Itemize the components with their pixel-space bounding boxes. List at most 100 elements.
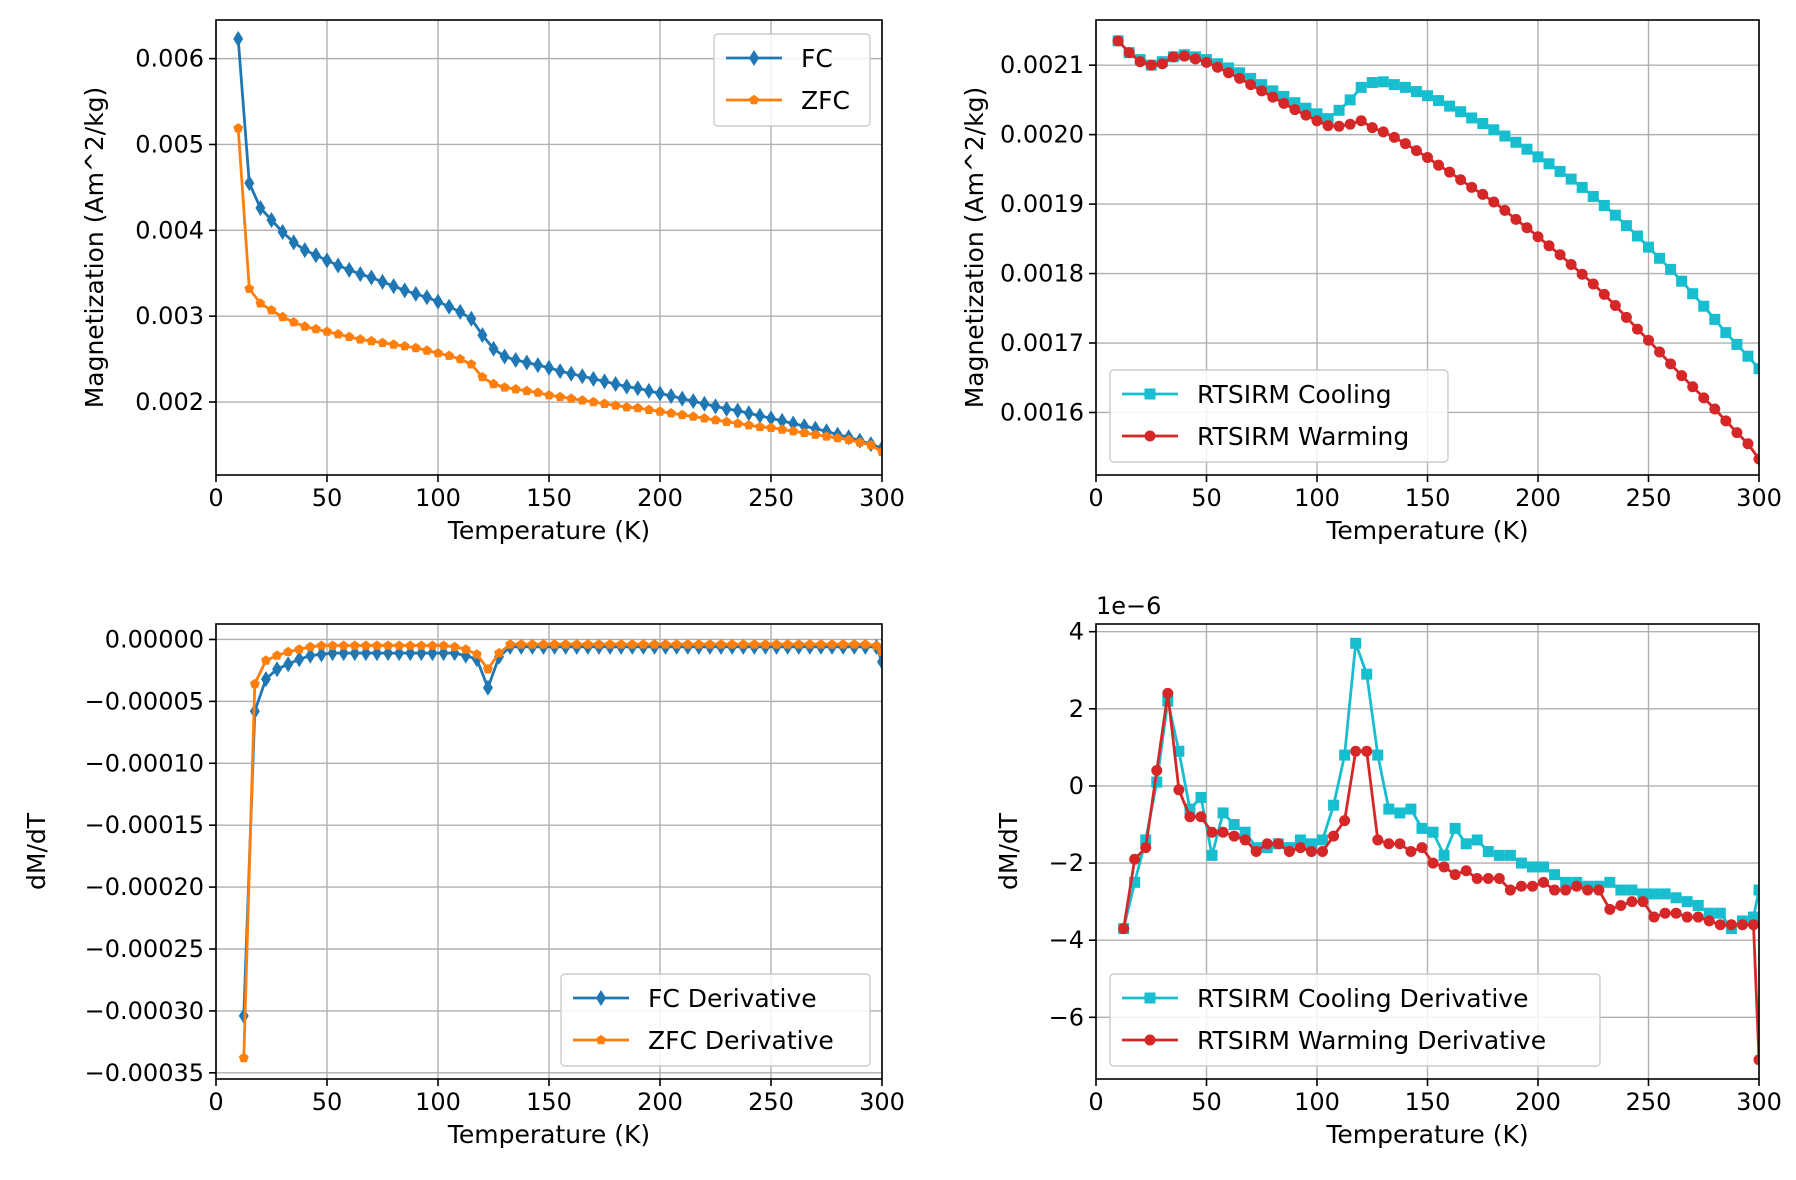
- x-tick-label: 300: [1736, 1088, 1782, 1116]
- data-point-zfc-derivative: [705, 639, 715, 649]
- data-point-rtsirm-warming-derivative: [1692, 911, 1704, 923]
- data-point-rtsirm-warming-derivative: [1294, 842, 1306, 854]
- data-point-rtsirm-cooling-derivative: [1670, 892, 1682, 904]
- legend-label: FC: [801, 44, 833, 73]
- data-point-rtsirm-cooling-derivative: [1560, 876, 1572, 888]
- legend-box: [560, 973, 871, 1067]
- data-point-zfc-derivative: [516, 639, 527, 649]
- x-tick-label: 150: [1405, 1088, 1451, 1116]
- data-point-rtsirm-warming-derivative: [1725, 919, 1737, 931]
- data-point-fc: [355, 266, 366, 283]
- legend-marker: [1144, 1034, 1156, 1046]
- data-point-rtsirm-warming-derivative: [1571, 880, 1583, 892]
- y-tick-label: −0.00025: [85, 935, 204, 963]
- data-point-rtsirm-warming: [1322, 120, 1334, 132]
- y-tick-label: 0: [1069, 772, 1084, 800]
- data-point-zfc: [610, 400, 621, 410]
- data-point-rtsirm-warming-derivative: [1493, 872, 1505, 884]
- data-point-rtsirm-warming: [1709, 403, 1721, 415]
- data-point-rtsirm-cooling: [1543, 158, 1555, 170]
- data-point-fc: [455, 303, 466, 320]
- data-point-zfc-derivative: [238, 1052, 249, 1063]
- data-point-zfc: [399, 341, 410, 351]
- data-point-rtsirm-warming-derivative: [1305, 846, 1317, 857]
- data-point-fc: [521, 354, 532, 371]
- y-tick-label: 0.006: [135, 45, 204, 73]
- data-point-zfc: [288, 317, 299, 327]
- data-point-fc-derivative: [305, 647, 316, 664]
- legend-marker: [1144, 388, 1156, 400]
- data-point-rtsirm-cooling-derivative: [1361, 668, 1373, 680]
- data-point-rtsirm-warming: [1410, 145, 1422, 157]
- data-point-zfc-derivative: [305, 641, 316, 652]
- data-point-zfc-derivative: [460, 644, 471, 654]
- data-point-fc: [666, 388, 677, 405]
- chart-panel-2: 0 50 100 150 200 250 300 0.0016 0.0017 0.0018 0.00…: [960, 19, 1782, 545]
- legend: FC ZFC: [713, 33, 871, 127]
- data-point-rtsirm-warming-derivative: [1328, 830, 1340, 842]
- x-tick-label: 100: [415, 1088, 461, 1116]
- data-point-fc: [577, 368, 588, 385]
- data-point-rtsirm-cooling: [1355, 81, 1367, 93]
- data-point-rtsirm-cooling-derivative: [1482, 846, 1494, 857]
- data-point-zfc: [555, 391, 565, 402]
- data-point-rtsirm-warming-derivative: [1283, 846, 1295, 857]
- data-point-zfc-derivative: [360, 640, 371, 650]
- data-point-zfc: [233, 123, 244, 133]
- data-point-zfc-derivative: [594, 639, 604, 649]
- data-point-fc: [754, 407, 765, 424]
- data-point-rtsirm-warming-derivative: [1593, 884, 1605, 896]
- data-point-zfc: [599, 398, 610, 408]
- data-point-fc: [532, 357, 543, 374]
- data-point-zfc: [333, 329, 343, 339]
- data-point-rtsirm-warming: [1609, 300, 1621, 312]
- data-point-rtsirm-warming-derivative: [1549, 884, 1561, 896]
- y-tick-label: 0.0016: [1000, 398, 1084, 426]
- y-tick-label: −0.00015: [85, 811, 204, 839]
- data-point-rtsirm-warming: [1499, 204, 1511, 216]
- data-point-rtsirm-warming-derivative: [1427, 857, 1439, 869]
- data-point-zfc-derivative: [316, 640, 327, 650]
- data-point-rtsirm-cooling: [1665, 263, 1677, 275]
- data-point-rtsirm-cooling-derivative: [1615, 884, 1627, 896]
- legend-label: ZFC: [801, 86, 850, 115]
- data-point-rtsirm-warming: [1399, 138, 1411, 150]
- legend: FC Derivative ZFC Derivative: [560, 973, 871, 1067]
- data-point-zfc-derivative: [638, 639, 649, 649]
- data-point-zfc-derivative: [671, 639, 682, 649]
- data-point-rtsirm-warming-derivative: [1438, 861, 1450, 873]
- x-tick-label: 100: [1294, 1088, 1340, 1116]
- data-point-rtsirm-cooling: [1631, 230, 1643, 242]
- data-point-zfc: [644, 404, 654, 414]
- data-point-rtsirm-warming: [1278, 97, 1290, 109]
- data-point-rtsirm-cooling: [1654, 252, 1666, 264]
- data-point-rtsirm-cooling-derivative: [1493, 849, 1505, 861]
- data-point-rtsirm-warming-derivative: [1648, 911, 1660, 923]
- data-point-zfc: [255, 298, 266, 308]
- data-point-rtsirm-cooling: [1709, 313, 1721, 325]
- data-point-rtsirm-cooling: [1565, 173, 1577, 185]
- data-point-rtsirm-warming-derivative: [1659, 907, 1671, 919]
- y-axis-label: Magnetization (Am^2/kg): [960, 87, 989, 409]
- data-point-rtsirm-warming: [1333, 120, 1345, 132]
- data-point-zfc-derivative: [582, 639, 593, 649]
- data-point-zfc-derivative: [527, 639, 538, 649]
- data-point-zfc: [510, 384, 521, 394]
- data-point-rtsirm-warming-derivative: [1753, 1054, 1759, 1066]
- data-point-zfc-derivative: [494, 647, 504, 658]
- data-point-rtsirm-cooling: [1731, 338, 1743, 350]
- data-point-zfc-derivative: [649, 639, 660, 649]
- data-point-zfc: [821, 431, 832, 441]
- data-point-rtsirm-warming-derivative: [1747, 919, 1759, 931]
- data-point-rtsirm-warming-derivative: [1317, 846, 1329, 857]
- data-point-fc: [277, 224, 288, 241]
- legend-box: [1109, 973, 1601, 1067]
- data-point-fc: [621, 378, 632, 395]
- data-point-zfc-derivative: [749, 639, 760, 649]
- chart-panel-4: 0 50 100 150 200 250 300 4 2 0 −2 −4 −6 Temperature (…: [994, 592, 1782, 1149]
- data-point-rtsirm-cooling-derivative: [1405, 803, 1417, 815]
- data-point-zfc: [299, 321, 310, 331]
- data-point-rtsirm-cooling: [1234, 67, 1246, 79]
- x-tick-label: 250: [748, 484, 794, 512]
- data-point-rtsirm-cooling-derivative: [1217, 807, 1229, 819]
